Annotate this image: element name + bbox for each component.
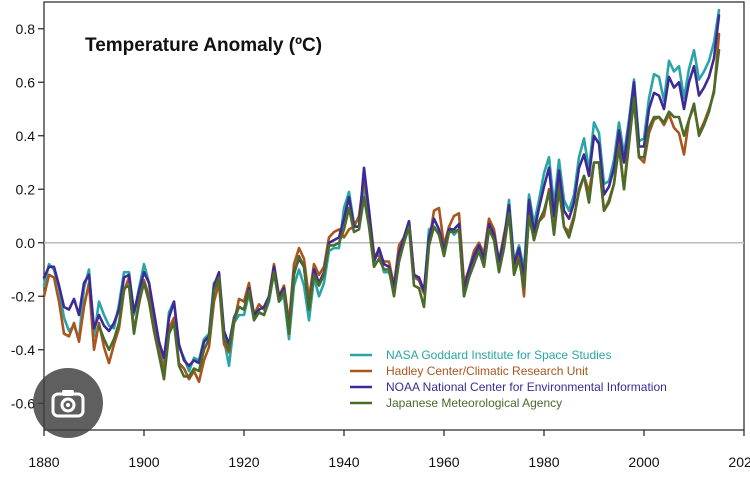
lens-search-button[interactable] bbox=[33, 368, 103, 438]
y-tick-label: 0.4 bbox=[16, 128, 36, 144]
y-tick-label: -0.2 bbox=[11, 288, 35, 304]
x-tick-label: 1960 bbox=[428, 454, 459, 470]
camera-lens-icon bbox=[51, 390, 85, 418]
y-tick-label: 0.2 bbox=[16, 181, 36, 197]
series-line-4 bbox=[97, 48, 721, 381]
x-axis: 1880 1900 1920 1940 1960 1980 2000 2020 bbox=[28, 430, 750, 470]
y-tick-label: 0.8 bbox=[16, 21, 36, 37]
series-line-1 bbox=[42, 8, 721, 373]
chart-title: Temperature Anomaly (ºC) bbox=[85, 35, 322, 56]
x-tick-label: 1880 bbox=[28, 454, 59, 470]
x-tick-label: 1920 bbox=[228, 454, 259, 470]
legend-label: Hadley Center/Climatic Research Unit bbox=[386, 364, 589, 378]
x-tick-label: 1980 bbox=[528, 454, 559, 470]
legend: NASA Goddard Institute for Space Studies… bbox=[350, 348, 667, 410]
plot-frame bbox=[43, 1, 745, 431]
legend-label: Japanese Meteorological Agency bbox=[386, 396, 562, 410]
y-tick-label: -0.4 bbox=[11, 342, 35, 358]
y-axis: -0.6 -0.4 -0.2 0.0 0.2 0.4 0.6 0.8 bbox=[11, 21, 44, 411]
series-line-2 bbox=[42, 32, 721, 384]
x-tick-label: 1940 bbox=[328, 454, 359, 470]
legend-label: NASA Goddard Institute for Space Studies bbox=[386, 348, 611, 362]
y-tick-label: -0.6 bbox=[11, 395, 35, 411]
x-tick-label: 2000 bbox=[628, 454, 659, 470]
x-tick-label: 2020 bbox=[728, 454, 750, 470]
y-tick-label: 0.0 bbox=[16, 235, 36, 251]
series-lines bbox=[42, 8, 721, 384]
y-tick-label: 0.6 bbox=[16, 74, 36, 90]
series-line-3 bbox=[42, 14, 721, 368]
legend-label: NOAA National Center for Environmental I… bbox=[386, 380, 667, 394]
x-tick-label: 1900 bbox=[128, 454, 159, 470]
